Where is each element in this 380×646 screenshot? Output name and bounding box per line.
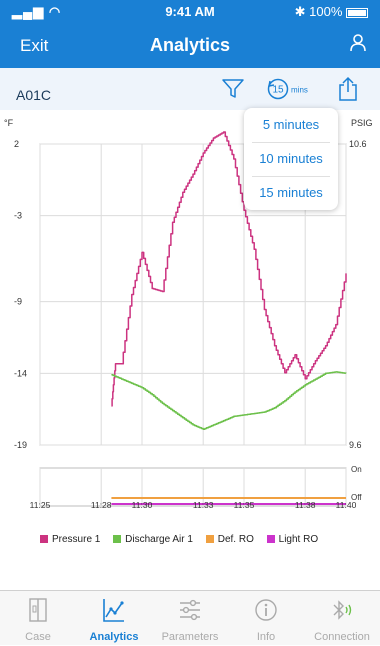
dropdown-divider <box>252 142 330 143</box>
tab-label: Parameters <box>161 631 219 643</box>
user-icon[interactable] <box>350 34 366 57</box>
signal-icon: ▂▄▆ ◠ <box>12 4 62 19</box>
exit-button[interactable]: Exit <box>20 36 49 55</box>
dropdown-divider <box>252 176 330 177</box>
tab-label: Analytics <box>89 631 139 643</box>
x-tick-label: 11:25 <box>30 500 51 510</box>
right-axis-unit: PSIG <box>351 118 373 128</box>
interval-dropdown: 5 minutes 10 minutes 15 minutes <box>244 108 338 210</box>
x-tick-label: 11:30 <box>132 500 153 510</box>
bluetooth-icon: ✱ <box>294 4 306 19</box>
case-icon <box>29 598 47 622</box>
interval-badge: 15 <box>272 85 284 96</box>
tab-info[interactable]: Info <box>228 591 304 646</box>
chart-legend: Pressure 1 Discharge Air 1 Def. RO Light… <box>40 534 328 545</box>
right-tick-label: 10.6 <box>349 139 367 149</box>
x-tick-label: 11:33 <box>193 500 214 510</box>
share-icon[interactable] <box>337 76 359 107</box>
left-tick-label: 2 <box>14 139 19 149</box>
left-tick-label: -9 <box>14 297 22 307</box>
tab-parameters[interactable]: Parameters <box>152 591 228 646</box>
legend-label: Discharge Air 1 <box>125 534 193 545</box>
interval-option-5[interactable]: 5 minutes <box>262 117 320 132</box>
tab-bar: Case Analytics Parameters Info Connectio… <box>0 590 380 645</box>
x-tick-label: 11:28 <box>91 500 112 510</box>
battery-icon <box>346 7 368 18</box>
analytics-icon <box>103 599 124 622</box>
legend-item-discharge[interactable]: Discharge Air 1 <box>113 534 193 545</box>
right-tick-label: 9.6 <box>349 440 362 450</box>
interval-unit: mins <box>291 86 308 95</box>
interval-timer-button[interactable]: 15 mins <box>267 78 329 105</box>
state-on-label: On <box>351 465 362 474</box>
legend-item-light[interactable]: Light RO <box>266 534 319 545</box>
legend-item-pressure[interactable]: Pressure 1 <box>40 534 100 545</box>
x-tick-label: 11:35 <box>234 500 255 510</box>
left-tick-label: -14 <box>14 368 27 378</box>
left-tick-label: -3 <box>14 211 22 221</box>
legend-label: Pressure 1 <box>52 534 101 545</box>
interval-option-10[interactable]: 10 minutes <box>259 151 323 166</box>
filter-icon[interactable] <box>222 79 244 104</box>
series-line-pressure-1 <box>111 131 347 407</box>
battery-percent: 100% <box>309 4 343 19</box>
interval-option-15[interactable]: 15 minutes <box>259 185 323 200</box>
page-title: Analytics <box>149 35 231 55</box>
x-tick-label: 11:40 <box>336 500 357 510</box>
tab-label: Case <box>25 631 51 643</box>
x-tick-label: 11:38 <box>295 500 316 510</box>
chart-toolbar: A01C 15 mins <box>0 68 380 110</box>
tab-label: Connection <box>314 631 370 643</box>
tab-case[interactable]: Case <box>0 591 76 646</box>
analytics-content: A01C 15 mins °F PSIG 2 -3 -9 -14 -19 10.6 9.6 On O… <box>0 68 380 590</box>
info-icon <box>255 599 277 621</box>
tab-label: Info <box>256 631 276 643</box>
tab-analytics[interactable]: Analytics <box>76 591 152 646</box>
legend-item-defrost[interactable]: Def. RO <box>205 534 254 545</box>
series-line-discharge-air-1 <box>111 371 347 430</box>
left-tick-label: -19 <box>14 440 27 450</box>
battery-indicator: ✱ 100% <box>295 4 368 20</box>
tab-connection[interactable]: Connection <box>304 591 380 646</box>
status-bar: ▂▄▆ ◠ 9:41 AM ✱ 100% <box>0 0 380 22</box>
state-off-label: Off <box>351 493 362 502</box>
navigation-bar: Exit Analytics <box>0 22 380 68</box>
legend-label: Def. RO <box>217 534 254 545</box>
legend-label: Light RO <box>278 534 319 545</box>
connection-icon <box>333 600 352 620</box>
left-axis-unit: °F <box>4 118 14 128</box>
device-label: A01C <box>16 87 52 103</box>
status-time: 9:41 AM <box>165 4 215 19</box>
parameters-icon <box>180 599 200 621</box>
